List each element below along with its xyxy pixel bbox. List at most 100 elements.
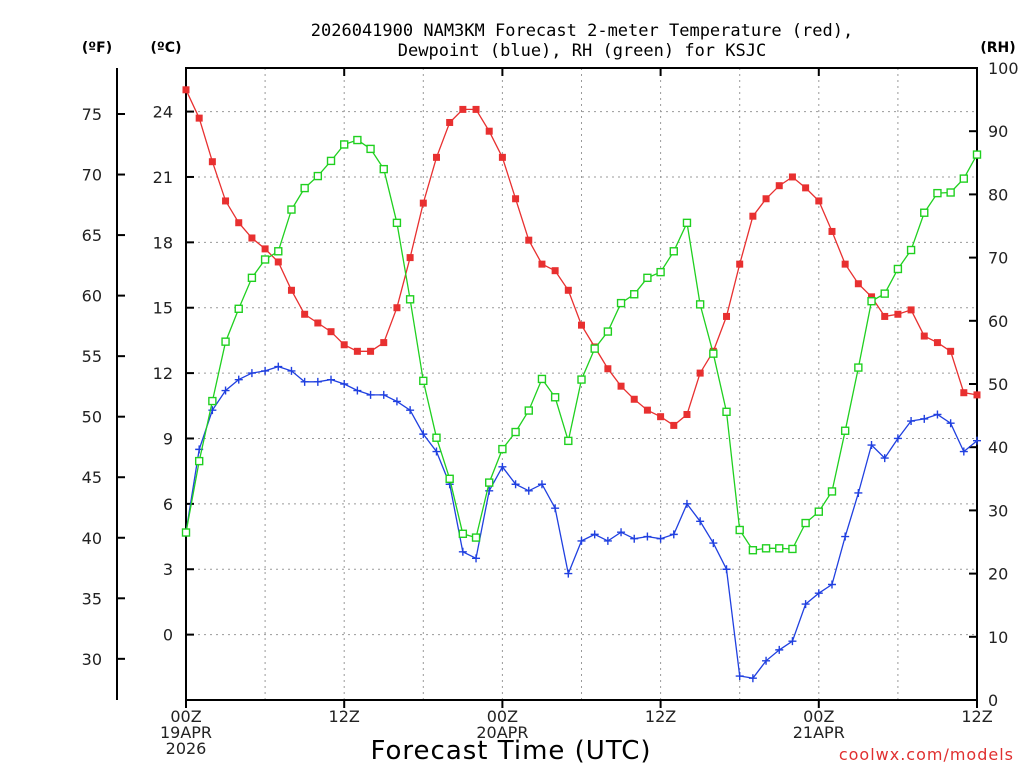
rh-point: [590, 344, 599, 353]
dewpoint-point: [656, 534, 665, 543]
2-meter-temperature-point: [788, 173, 796, 181]
rh-point: [933, 188, 942, 198]
dewpoint-point: [669, 530, 678, 539]
fahrenheit-tick-label: 30: [82, 650, 102, 669]
rh-point: [801, 518, 810, 528]
dewpoint-point: [893, 434, 902, 443]
dewpoint-point: [696, 517, 705, 526]
rh-point: [260, 255, 270, 264]
x-tick-label: 00Z: [170, 707, 201, 726]
rh-point: [181, 528, 191, 537]
2-meter-temperature-point: [419, 199, 427, 207]
celsius-unit-label: (ºC): [151, 40, 182, 56]
2-meter-temperature-point: [683, 411, 691, 419]
2-meter-temperature-point: [643, 406, 651, 414]
rh-point: [854, 363, 863, 372]
dewpoint-point: [498, 462, 507, 471]
rh-point: [300, 183, 309, 193]
fahrenheit-tick-label: 55: [82, 347, 102, 366]
rh-point: [906, 245, 916, 255]
2-meter-temperature-point: [578, 321, 585, 329]
dewpoint-point: [577, 536, 586, 545]
dewpoint-point: [313, 377, 322, 386]
rh-point: [287, 205, 296, 214]
rh-point: [353, 135, 362, 145]
rh-point: [221, 337, 230, 346]
rh-unit-label: (RH): [980, 40, 1015, 56]
dewpoint-point: [300, 377, 309, 386]
rh-tick-label: 60: [988, 312, 1008, 331]
2-meter-temperature-point: [920, 332, 928, 340]
chart-title-line-1: 2026041900 NAM3KM Forecast 2-meter Tempe…: [311, 21, 853, 41]
2-meter-temperature-point: [393, 304, 401, 312]
rh-point: [274, 247, 283, 256]
2-meter-temperature-point: [512, 195, 520, 203]
dewpoint-point: [709, 539, 718, 548]
2-meter-temperature-point: [802, 184, 810, 192]
rh-point: [445, 474, 454, 483]
dewpoint-point: [432, 447, 441, 456]
2-meter-temperature-point: [248, 234, 256, 242]
rh-point: [946, 188, 955, 197]
rh-point: [972, 150, 982, 159]
2-meter-temperature-point: [274, 258, 282, 266]
x-tick-label: 20APR: [476, 723, 528, 742]
2-meter-temperature-point: [301, 310, 309, 318]
rh-point: [643, 273, 652, 283]
rh-point: [313, 171, 323, 181]
2-meter-temperature-point: [881, 312, 889, 320]
rh-point: [392, 218, 402, 228]
rh-point: [208, 396, 217, 406]
2-meter-temperature-point: [630, 395, 638, 403]
rh-point: [379, 164, 388, 174]
dewpoint-point: [682, 499, 691, 508]
dewpoint-point: [933, 410, 942, 419]
dewpoint-point: [485, 486, 494, 495]
2-meter-temperature-point: [182, 86, 190, 94]
2-meter-temperature-point: [933, 339, 941, 347]
rh-tick-label: 100: [988, 59, 1019, 78]
rh-point: [920, 208, 929, 217]
2-meter-temperature-point: [841, 260, 849, 268]
rh-tick-label: 40: [988, 438, 1008, 457]
2-meter-temperature-point: [235, 219, 243, 227]
dewpoint-point: [762, 656, 771, 665]
rh-point: [893, 264, 903, 274]
rh-point: [695, 300, 705, 309]
dewpoint-point: [959, 447, 968, 456]
celsius-tick-label: 21: [153, 168, 173, 187]
rh-point: [761, 544, 771, 553]
rh-tick-label: 90: [988, 122, 1008, 141]
dewpoint-point: [419, 430, 428, 439]
rh-point: [577, 375, 586, 384]
2-meter-temperature-point: [538, 260, 546, 268]
rh-point: [867, 297, 876, 306]
fahrenheit-tick-label: 75: [82, 105, 102, 124]
fahrenheit-tick-label: 45: [82, 468, 102, 487]
dewpoint-point: [392, 397, 401, 406]
2-meter-temperature-point: [287, 286, 295, 294]
dewpoint-point: [340, 380, 349, 388]
2-meter-temperature-point: [525, 236, 533, 244]
rh-point: [511, 427, 520, 437]
rh-point: [788, 544, 797, 554]
rh-point: [485, 478, 494, 487]
2-meter-temperature-point: [340, 341, 348, 349]
dewpoint-point: [827, 580, 836, 589]
2-meter-temperature-point: [775, 182, 783, 190]
dewpoint-point: [406, 406, 415, 415]
rh-point: [366, 144, 375, 154]
dewpoint-point: [867, 441, 876, 450]
rh-point: [432, 433, 441, 442]
2-meter-temperature-point: [657, 413, 665, 421]
dewpoint-point: [880, 454, 889, 463]
rh-point: [814, 507, 823, 516]
rh-point: [603, 327, 613, 336]
dewpoint-point: [537, 480, 546, 489]
credit-link[interactable]: coolwx.com/models: [839, 745, 1014, 764]
2-meter-temperature-point: [947, 347, 955, 355]
dewpoint-point: [208, 406, 217, 415]
rh-tick-label: 50: [988, 375, 1008, 394]
2-meter-temperature-point: [696, 369, 704, 377]
